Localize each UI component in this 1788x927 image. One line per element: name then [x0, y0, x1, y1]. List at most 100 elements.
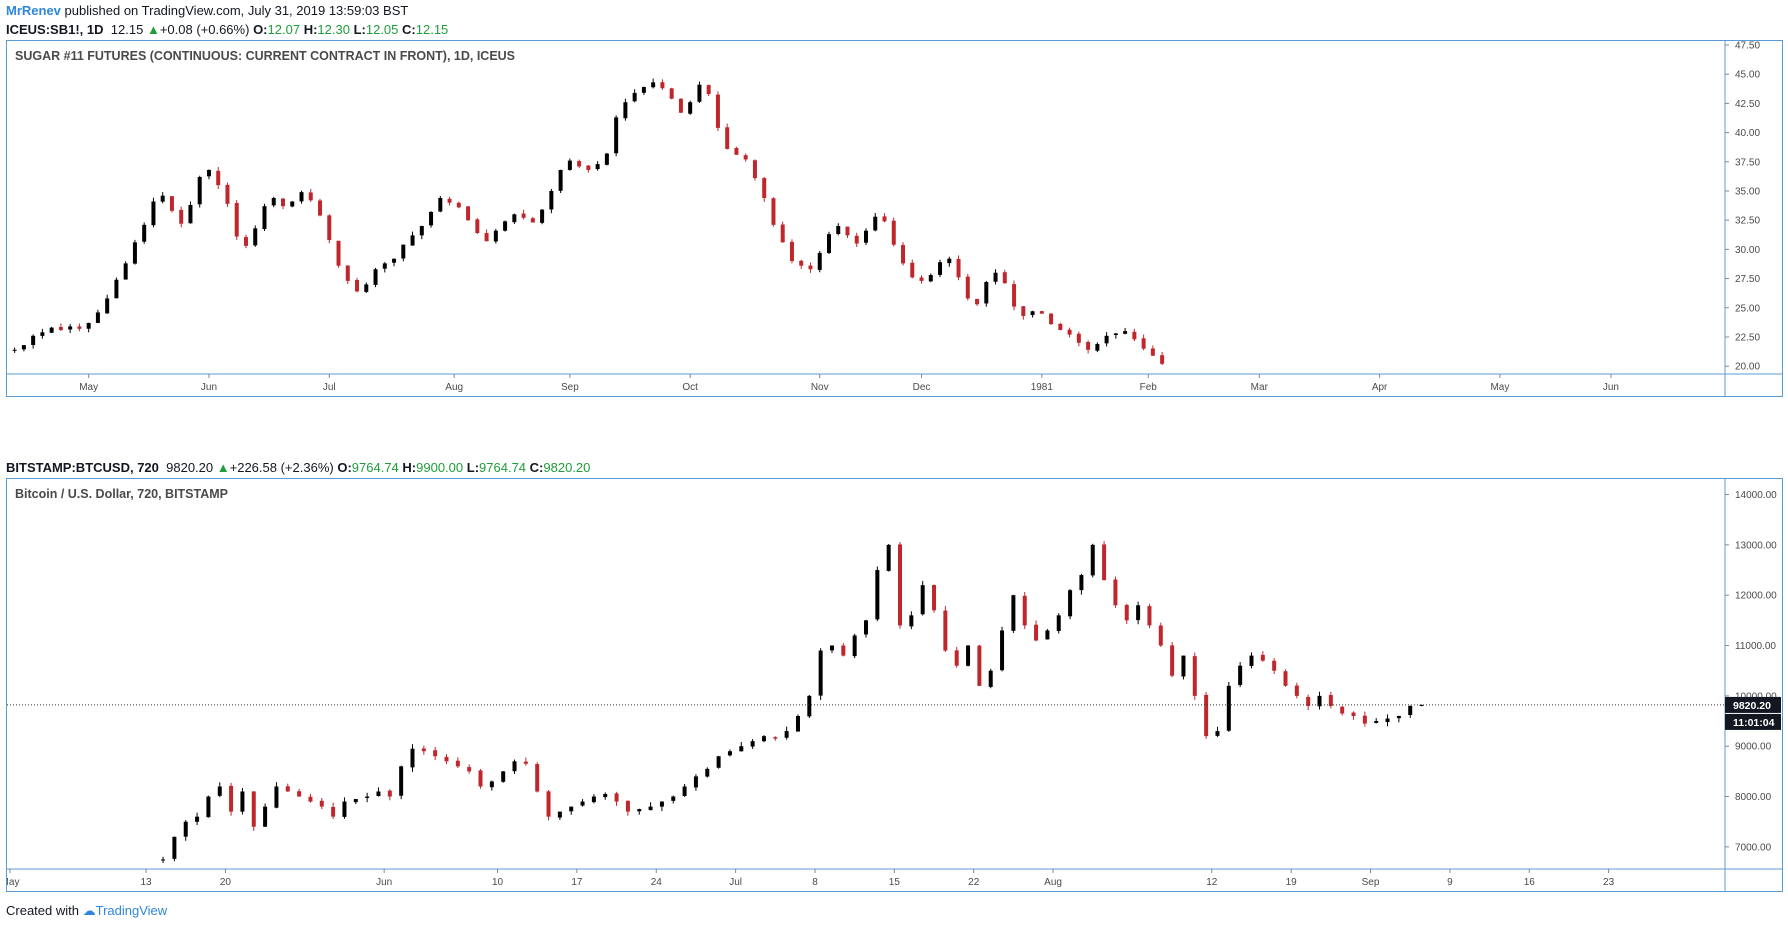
- x-tick-label: 13: [140, 877, 152, 888]
- candle-body: [637, 809, 642, 812]
- candle-body: [648, 806, 653, 811]
- candle-body: [433, 750, 438, 757]
- candle-body: [365, 796, 370, 798]
- candle-body: [1351, 712, 1356, 717]
- candle-body: [225, 184, 230, 204]
- candle-body: [1181, 655, 1186, 677]
- candle-body: [919, 277, 924, 281]
- y-tick-label: 45.00: [1735, 70, 1760, 81]
- candle-body: [183, 821, 188, 837]
- candle-body: [725, 127, 730, 149]
- candle-body: [808, 265, 813, 270]
- candle-body: [263, 806, 268, 827]
- candle-body: [1396, 716, 1401, 719]
- candle-body: [512, 214, 517, 223]
- candle-body: [864, 620, 868, 635]
- y-tick-label: 22.50: [1735, 332, 1760, 343]
- candle-body: [308, 796, 313, 802]
- candle-body: [197, 176, 202, 205]
- x-tick-label: May: [7, 877, 19, 888]
- x-tick-label: 22: [968, 877, 980, 888]
- candle-body: [1141, 338, 1146, 349]
- candle-body: [817, 252, 822, 270]
- tradingview-logo-icon[interactable]: ☁: [82, 903, 96, 918]
- candle-body: [739, 746, 744, 752]
- candle-body: [841, 645, 846, 656]
- candle-body: [21, 345, 26, 350]
- candle-body: [1056, 615, 1061, 631]
- candle-body: [773, 737, 778, 739]
- sugar-change: +0.08 (+0.66%): [159, 22, 250, 37]
- btc-chart-title: Bitcoin / U.S. Dollar, 720, BITSTAMP: [15, 487, 229, 501]
- candle-body: [1034, 624, 1039, 641]
- candle-body: [160, 195, 165, 202]
- candle-body: [297, 791, 302, 797]
- candle-body: [1124, 605, 1129, 621]
- candle-body: [86, 322, 91, 329]
- candle-body: [1011, 595, 1016, 631]
- candle-body: [1204, 694, 1209, 737]
- sugar-c-label: C:: [402, 22, 416, 37]
- candle-body: [678, 98, 683, 113]
- candle-body: [114, 279, 119, 299]
- candle-body: [1000, 630, 1005, 671]
- x-tick-label: 16: [1524, 877, 1536, 888]
- candle-body: [557, 811, 562, 818]
- candle-body: [172, 836, 177, 859]
- candle-body: [938, 262, 943, 275]
- candle-body: [898, 544, 903, 626]
- candle-body: [1226, 685, 1231, 731]
- candle-body: [1090, 544, 1095, 576]
- sugar-symbol[interactable]: ICEUS:SB1!, 1D: [6, 22, 104, 37]
- up-triangle-icon: ▲: [146, 22, 160, 37]
- author-link[interactable]: MrRenev: [6, 3, 61, 18]
- candle-body: [410, 748, 415, 768]
- candle-body: [965, 276, 970, 299]
- candle-body: [179, 209, 184, 224]
- candle-body: [285, 786, 290, 792]
- x-tick-label: Mar: [1251, 382, 1269, 393]
- candle-body: [195, 816, 200, 822]
- candle-body: [688, 102, 693, 114]
- x-tick-label: Feb: [1140, 382, 1158, 393]
- candle-body: [1002, 272, 1007, 284]
- candle-body: [604, 153, 609, 165]
- sugar-chart[interactable]: 20.00 22.50 25.00 27.50 30.00 32.50 35.00 37.50…: [7, 41, 1782, 396]
- x-tick-label: Dec: [913, 382, 931, 393]
- candle-body: [558, 169, 563, 191]
- candle-body: [669, 88, 674, 99]
- candle-body: [355, 280, 360, 292]
- candle-body: [401, 244, 406, 259]
- sugar-close: 12.15: [415, 22, 449, 37]
- candle-body: [1158, 625, 1163, 646]
- y-tick-label: 13000.00: [1735, 540, 1777, 551]
- candle-body: [818, 650, 823, 696]
- btc-symbol[interactable]: BITSTAMP:BTCUSD, 720: [6, 460, 159, 475]
- btc-chart[interactable]: 7000.00 8000.00 9000.00 10000.00 11000.00 120…: [7, 479, 1782, 891]
- sugar-low: 12.05: [365, 22, 399, 37]
- tradingview-link[interactable]: TradingView: [95, 903, 168, 918]
- candle-body: [535, 764, 540, 792]
- sugar-chart-panel[interactable]: 20.00 22.50 25.00 27.50 30.00 32.50 35.00 37.50…: [6, 40, 1783, 397]
- candle-body: [1249, 655, 1254, 667]
- candle-body: [376, 791, 381, 797]
- y-tick-label: 37.50: [1735, 157, 1760, 168]
- sugar-legend: ICEUS:SB1!, 1D 12.15 ▲+0.08 (+0.66%) O:1…: [6, 22, 448, 37]
- candle-body: [243, 237, 248, 246]
- candle-body: [932, 585, 937, 611]
- candle-body: [909, 615, 914, 627]
- candle-body: [331, 806, 336, 817]
- candle-body: [68, 326, 73, 330]
- btc-chart-panel[interactable]: 7000.00 8000.00 9000.00 10000.00 11000.00 120…: [6, 478, 1783, 892]
- btc-high: 9900.00: [416, 460, 464, 475]
- candle-body: [977, 645, 982, 686]
- candle-body: [1374, 721, 1379, 723]
- candle-body: [706, 85, 711, 95]
- candle-body: [780, 224, 785, 243]
- candle-body: [1238, 665, 1243, 686]
- candle-body: [761, 736, 766, 742]
- candle-body: [632, 92, 637, 102]
- candle-body: [1102, 544, 1107, 581]
- candle-body: [382, 263, 387, 269]
- candle-body: [947, 258, 952, 264]
